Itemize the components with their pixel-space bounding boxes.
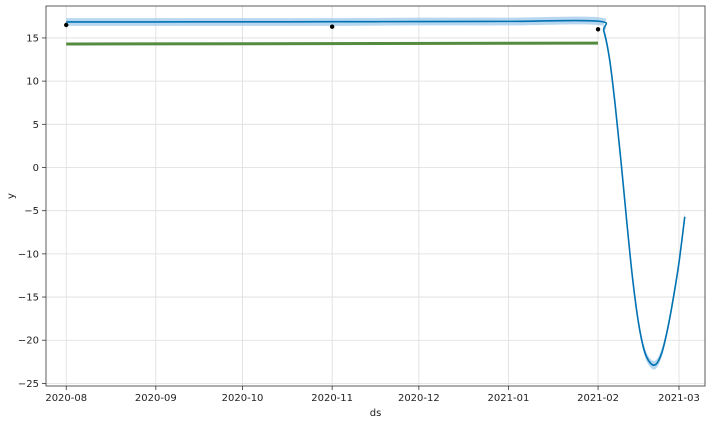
y-tick-label: −15 xyxy=(18,293,39,304)
trend-line xyxy=(66,41,599,46)
x-tick-label: 2021-03 xyxy=(658,393,700,404)
observed-point xyxy=(64,22,69,28)
trend-layer xyxy=(66,41,599,46)
x-tick-label: 2020-08 xyxy=(45,393,87,404)
y-axis-ticks: 15 10 5 0 −5 −10 −15 −20 −25 xyxy=(18,33,46,390)
y-tick-label: −25 xyxy=(18,379,39,390)
forecast-line xyxy=(66,19,686,366)
y-tick-label: −10 xyxy=(18,249,39,260)
x-tick-label: 2020-12 xyxy=(398,393,440,404)
x-tick-label: 2020-11 xyxy=(311,393,353,404)
x-tick-label: 2021-02 xyxy=(577,393,619,404)
x-tick-label: 2020-09 xyxy=(135,393,177,404)
y-axis-label: y xyxy=(6,193,17,199)
x-tick-label: 2020-10 xyxy=(222,393,264,404)
y-tick-label: 5 xyxy=(33,120,39,131)
grid xyxy=(46,6,705,386)
observed-point xyxy=(329,24,335,29)
y-tick-label: 15 xyxy=(26,33,39,44)
y-tick-label: −20 xyxy=(18,336,39,347)
observed-points-layer xyxy=(64,22,601,32)
uncertainty-band xyxy=(66,16,685,370)
x-axis-label: ds xyxy=(370,408,382,419)
plot-frame xyxy=(45,5,706,387)
x-tick-label: 2021-01 xyxy=(488,393,530,404)
uncertainty-band-layer xyxy=(66,16,685,370)
x-axis-ticks: 2020-08 2020-09 2020-10 2020-11 2020-12 2021-… xyxy=(45,386,700,404)
forecast-line-layer xyxy=(66,19,686,366)
y-tick-label: 10 xyxy=(26,77,39,88)
y-tick-label: 0 xyxy=(33,163,39,174)
y-tick-label: −5 xyxy=(24,206,39,217)
observed-point xyxy=(595,27,601,32)
